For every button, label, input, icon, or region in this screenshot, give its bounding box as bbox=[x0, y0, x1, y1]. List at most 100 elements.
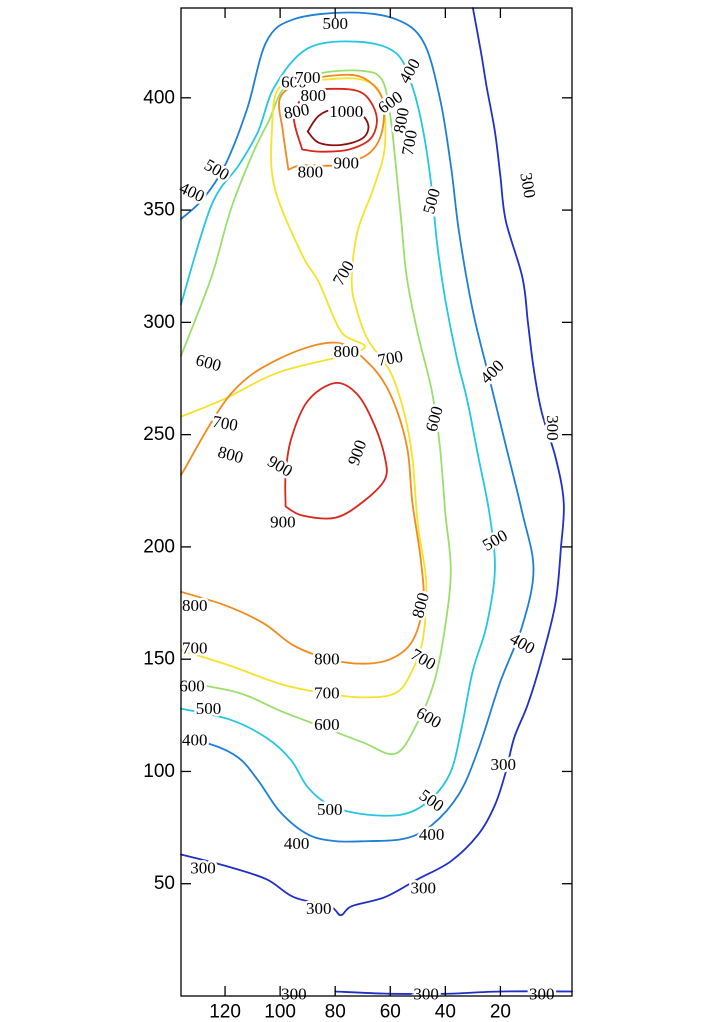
x-tick-label: 60 bbox=[380, 1002, 401, 1022]
contour-label: 800 bbox=[182, 596, 208, 615]
contour-label-halo: 600 bbox=[179, 677, 205, 696]
contour-label-halo: 300 bbox=[413, 984, 439, 1003]
contour-label-halo: 300 bbox=[529, 984, 555, 1003]
contour-label: 400 bbox=[395, 55, 424, 87]
contour-label-halo: 300 bbox=[490, 755, 516, 774]
contour-line-300 bbox=[180, 7, 565, 917]
contour-label: 700 bbox=[376, 347, 404, 370]
plot-frame bbox=[180, 7, 573, 997]
contour-label-halo: 600 bbox=[314, 715, 340, 734]
contour-label-halo: 300 bbox=[411, 879, 437, 898]
contour-line-600 bbox=[180, 69, 452, 756]
contour-label: 400 bbox=[182, 731, 208, 750]
contour-label: 300 bbox=[490, 755, 516, 774]
contour-label-halo: 500 bbox=[196, 699, 222, 718]
contour-label: 600 bbox=[281, 73, 307, 92]
x-tick-label: 20 bbox=[490, 1002, 511, 1022]
contour-label: 600 bbox=[179, 677, 205, 696]
contour-label: 700 bbox=[211, 412, 239, 435]
contour-label-halo: 1000 bbox=[329, 102, 363, 121]
contour-label: 300 bbox=[543, 415, 562, 441]
contour-label-halo: 900 bbox=[270, 513, 296, 532]
contour-label: 300 bbox=[516, 171, 539, 199]
contour-line-500 bbox=[180, 40, 496, 817]
x-tick-label: 120 bbox=[209, 1002, 241, 1022]
contour-label: 500 bbox=[322, 14, 348, 33]
y-tick-label: 300 bbox=[143, 312, 175, 333]
contour-label-halo: 800 bbox=[300, 86, 326, 105]
contour-label: 800 bbox=[298, 162, 324, 181]
contour-label: 800 bbox=[300, 86, 326, 105]
contour-label: 700 bbox=[314, 683, 340, 702]
contour-label: 400 bbox=[476, 356, 507, 387]
y-tick-label: 250 bbox=[143, 424, 175, 445]
contour-label: 400 bbox=[419, 825, 445, 844]
contour-label: 800 bbox=[282, 100, 310, 123]
contour-label: 800 bbox=[408, 591, 433, 621]
contour-label: 800 bbox=[333, 342, 359, 361]
contour-label: 800 bbox=[216, 442, 246, 467]
contour-label: 700 bbox=[398, 128, 421, 156]
contour-label: 900 bbox=[270, 513, 296, 532]
contour-label-halo: 700 bbox=[376, 347, 404, 370]
contour-label: 900 bbox=[264, 451, 296, 480]
contour-label: 300 bbox=[306, 899, 332, 918]
contour-label: 500 bbox=[317, 800, 343, 819]
y-tick-label: 150 bbox=[143, 649, 175, 670]
contour-label-halo: 300 bbox=[190, 859, 216, 878]
contour-label: 500 bbox=[196, 699, 222, 718]
contour-label-halo: 300 bbox=[306, 899, 332, 918]
contour-label-halo: 300 bbox=[281, 984, 307, 1003]
contour-label: 300 bbox=[413, 984, 439, 1003]
contour-label: 300 bbox=[190, 859, 216, 878]
contour-label: 700 bbox=[182, 639, 208, 658]
contour-line-800 bbox=[180, 341, 425, 665]
contour-label: 400 bbox=[284, 834, 310, 853]
x-tick-label: 40 bbox=[435, 1002, 456, 1022]
contour-label-halo: 800 bbox=[390, 106, 413, 134]
contour-line-800 bbox=[278, 73, 385, 171]
y-tick-label: 200 bbox=[143, 536, 175, 557]
contour-line-700 bbox=[180, 77, 428, 699]
y-tick-label: 100 bbox=[143, 761, 175, 782]
contour-label-halo: 700 bbox=[314, 683, 340, 702]
contour-label: 300 bbox=[529, 984, 555, 1003]
contour-label: 700 bbox=[295, 68, 321, 87]
contour-label: 900 bbox=[344, 437, 371, 467]
contour-label-halo: 800 bbox=[314, 650, 340, 669]
contour-line-900 bbox=[284, 381, 388, 520]
contour-label: 600 bbox=[422, 404, 447, 434]
contour-label-halo: 400 bbox=[419, 825, 445, 844]
contour-label-halo: 800 bbox=[298, 162, 324, 181]
contour-label-halo: 800 bbox=[182, 596, 208, 615]
contour-label-halo: 700 bbox=[182, 639, 208, 658]
contour-label: 1000 bbox=[329, 102, 363, 121]
contour-label: 800 bbox=[314, 650, 340, 669]
contour-label-halo: 900 bbox=[333, 153, 359, 172]
y-tick-label: 400 bbox=[143, 87, 175, 108]
contour-label-halo: 300 bbox=[543, 415, 562, 441]
contour-label-halo: 400 bbox=[284, 834, 310, 853]
y-tick-label: 50 bbox=[154, 873, 175, 894]
contour-label: 700 bbox=[329, 257, 358, 289]
contour-label: 300 bbox=[411, 879, 437, 898]
contour-line-400 bbox=[180, 11, 535, 843]
contour-label-halo: 600 bbox=[281, 73, 307, 92]
contour-line-1000 bbox=[306, 107, 370, 147]
contour-label: 900 bbox=[333, 153, 359, 172]
contour-label-halo: 800 bbox=[333, 342, 359, 361]
contour-label-halo: 500 bbox=[317, 800, 343, 819]
contour-label-halo: 400 bbox=[182, 731, 208, 750]
contour-lines bbox=[180, 7, 573, 995]
contour-label: 500 bbox=[419, 186, 444, 216]
y-tick-label: 350 bbox=[143, 200, 175, 221]
axis-ticks: 50 100 150 200 250 300 350 400 120 100 80 60 40 20 bbox=[143, 8, 572, 1022]
contour-label: 600 bbox=[194, 350, 224, 375]
contour-label: 600 bbox=[314, 715, 340, 734]
contour-label: 600 bbox=[413, 703, 445, 732]
contour-line-900 bbox=[292, 87, 378, 153]
contour-label: 500 bbox=[416, 786, 448, 816]
x-tick-label: 80 bbox=[325, 1002, 346, 1022]
